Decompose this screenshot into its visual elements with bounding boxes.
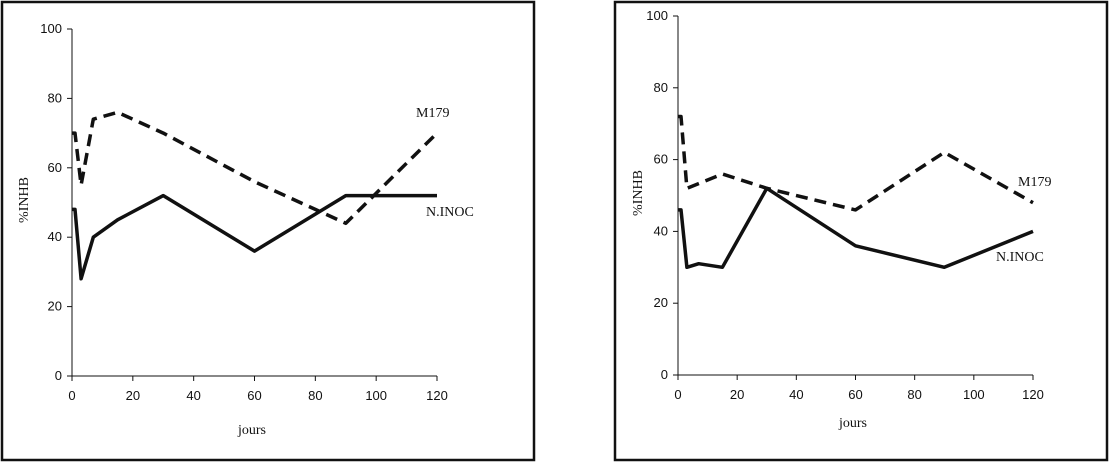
series-line-n-inoc (72, 193, 437, 281)
series-line-m179 (72, 110, 439, 226)
x-tick-label: 120 (426, 388, 448, 403)
chart-panel-2: 0 20 40 60 80 100 120 0 20 40 60 80 100 jours %INHB M17… (613, 0, 1109, 462)
series-line-n-inoc (678, 186, 1034, 270)
series-label: N.INOC (426, 205, 474, 220)
y-axis-label: %INHB (17, 177, 32, 223)
y-tick-label: 100 (646, 8, 668, 23)
x-tick-label: 80 (907, 387, 921, 402)
x-tick-label: 80 (308, 388, 322, 403)
chart-frame (0, 0, 536, 462)
y-tick-label: 80 (654, 80, 668, 95)
series-label: M179 (416, 106, 449, 121)
y-tick-label: 20 (48, 299, 62, 314)
y-tick-label: 80 (48, 90, 62, 105)
series-label: M179 (1018, 175, 1051, 190)
y-tick-label: 0 (55, 368, 62, 383)
series-line-m179 (678, 114, 1034, 212)
y-tick-label: 60 (654, 152, 668, 167)
x-tick-label: 100 (365, 388, 387, 403)
x-tick-label: 120 (1022, 387, 1044, 402)
x-tick-label: 40 (186, 388, 200, 403)
y-tick-label: 40 (654, 223, 668, 238)
x-tick-label: 20 (126, 388, 140, 403)
x-tick-label: 60 (247, 388, 261, 403)
x-tick-label: 0 (68, 388, 75, 403)
x-axis-label: jours (838, 416, 867, 431)
x-tick-label: 40 (789, 387, 803, 402)
y-axis-label: %INHB (631, 170, 646, 216)
x-tick-label: 60 (848, 387, 862, 402)
y-tick-label: 100 (40, 21, 62, 36)
y-tick-label: 20 (654, 295, 668, 310)
x-tick-label: 0 (674, 387, 681, 402)
chart-panel-1: 0 20 40 60 80 100 120 0 20 40 60 80 100 jours %INHB M17… (0, 0, 536, 462)
x-tick-label: 100 (963, 387, 985, 402)
chart-frame (613, 0, 1109, 462)
series-label: N.INOC (996, 250, 1044, 265)
y-tick-label: 40 (48, 229, 62, 244)
x-axis-label: jours (237, 423, 266, 438)
y-tick-label: 60 (48, 160, 62, 175)
y-tick-label: 0 (661, 367, 668, 382)
x-tick-label: 20 (730, 387, 744, 402)
